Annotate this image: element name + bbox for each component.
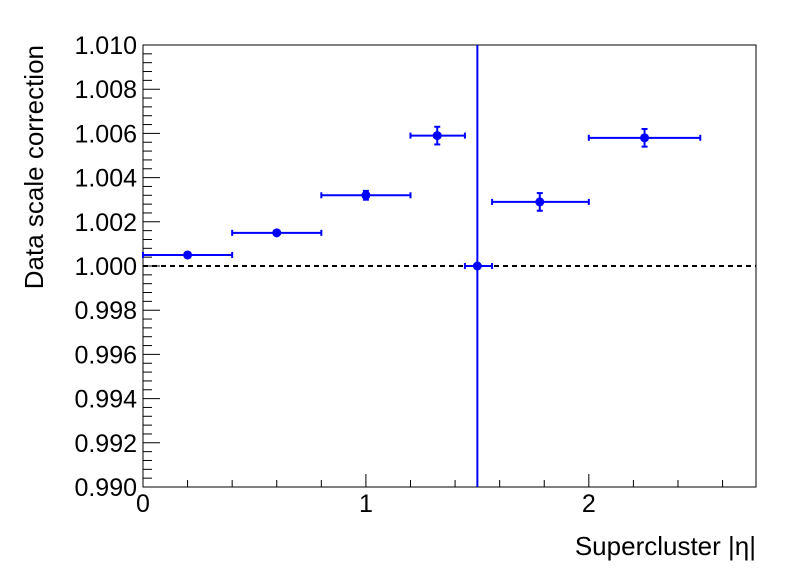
data-points-group — [142, 45, 702, 487]
y-axis-label: Data scale correction — [19, 45, 49, 289]
x-axis-ticks: 0 1 2 — [136, 474, 596, 518]
x-tick-label: 2 — [582, 490, 596, 518]
minor-ticks — [143, 53, 724, 487]
data-marker — [472, 261, 482, 271]
y-tick-label: 0.992 — [74, 430, 137, 458]
data-marker — [183, 250, 193, 260]
x-axis-label: Supercluster |η| — [575, 531, 756, 561]
y-tick-label: 1.000 — [74, 253, 137, 281]
data-point — [587, 127, 702, 148]
data-marker — [432, 131, 442, 141]
y-tick-label: 1.006 — [74, 120, 137, 148]
y-tick-label: 1.002 — [74, 209, 137, 237]
data-point — [320, 189, 412, 201]
y-tick-label: 0.998 — [74, 297, 137, 325]
data-marker — [272, 228, 282, 238]
y-axis-ticks: 0.990 0.992 0.994 0.996 0.998 1.000 1.002 1.004… — [74, 32, 160, 502]
y-tick-label: 1.010 — [74, 32, 137, 60]
data-point — [491, 192, 590, 212]
y-tick-label: 0.996 — [74, 341, 137, 369]
y-tick-label: 1.004 — [74, 165, 137, 193]
data-marker — [361, 190, 371, 200]
y-tick-label: 1.008 — [74, 76, 137, 104]
data-point — [231, 228, 323, 238]
data-point — [142, 250, 234, 260]
data-marker — [535, 197, 545, 207]
y-tick-label: 0.994 — [74, 386, 137, 414]
x-tick-label: 1 — [359, 490, 373, 518]
y-tick-label: 0.990 — [74, 474, 137, 502]
plot-area-group: 0.990 0.992 0.994 0.996 0.998 1.000 1.002 1.004… — [74, 32, 757, 518]
data-marker — [640, 133, 650, 143]
x-tick-label: 0 — [136, 490, 150, 518]
data-point — [409, 125, 466, 146]
data-point — [463, 45, 494, 487]
